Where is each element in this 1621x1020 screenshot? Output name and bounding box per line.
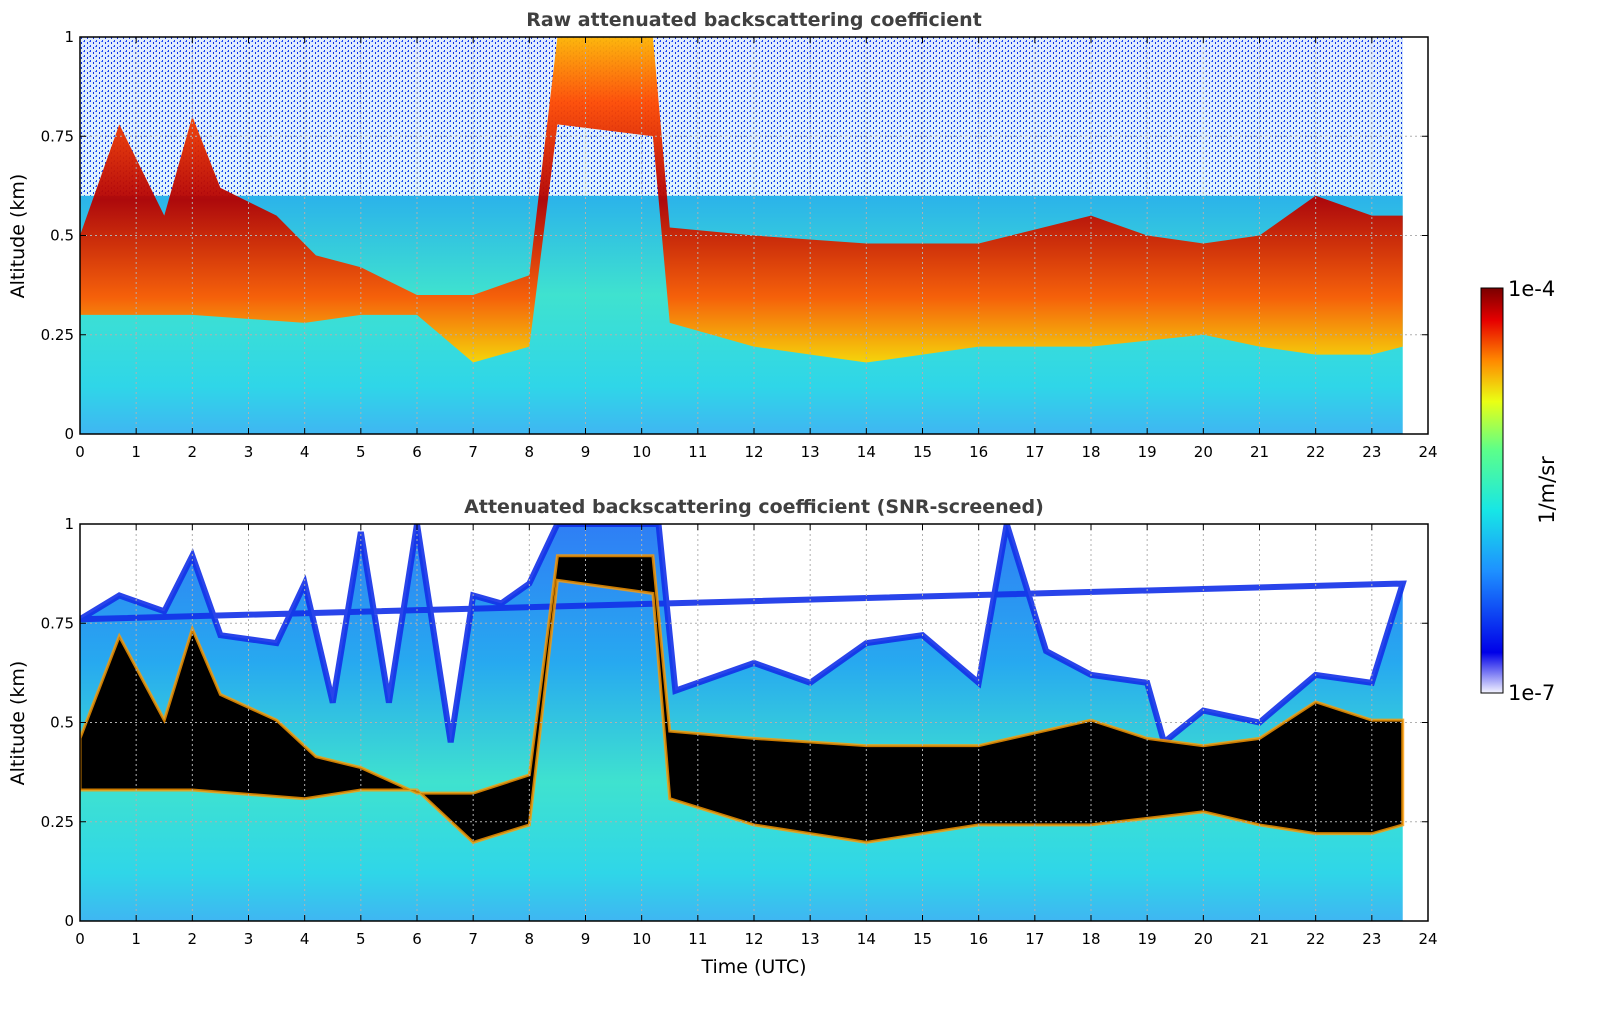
x-tick-label: 17 — [1025, 930, 1044, 948]
x-tick-label: 6 — [412, 930, 422, 948]
x-tick-label: 24 — [1418, 443, 1437, 461]
y-tick-label: 1 — [64, 515, 74, 533]
screened-y-ticks: 0 0.25 0.5 0.75 1 — [41, 515, 1428, 930]
x-tick-label: 21 — [1250, 443, 1269, 461]
y-tick-label: 0.5 — [50, 227, 74, 245]
x-tick-label: 12 — [744, 930, 763, 948]
screened-grid — [80, 524, 1428, 921]
x-tick-label: 15 — [913, 930, 932, 948]
y-tick-label: 0.75 — [41, 127, 74, 145]
panel-screened: Attenuated backscattering coefficient (S… — [7, 496, 1438, 978]
x-tick-label: 2 — [188, 930, 198, 948]
x-tick-label: 2 — [188, 443, 198, 461]
colorbar-gradient — [1480, 287, 1504, 694]
x-tick-label: 19 — [1138, 930, 1157, 948]
x-tick-label: 13 — [801, 930, 820, 948]
x-tick-label: 23 — [1362, 930, 1381, 948]
x-tick-label: 4 — [300, 930, 310, 948]
raw-noise-speckle — [80, 37, 1403, 196]
x-tick-label: 14 — [857, 930, 876, 948]
x-tick-label: 16 — [969, 930, 988, 948]
x-tick-label: 7 — [468, 930, 478, 948]
screened-cloud-layer — [80, 555, 1403, 843]
screened-y-axis-label: Altitude (km) — [7, 661, 29, 786]
y-tick-label: 0.25 — [41, 813, 74, 831]
x-tick-label: 3 — [244, 443, 254, 461]
raw-y-ticks: 0 0.25 0.5 0.75 1 — [41, 28, 1428, 443]
x-tick-label: 5 — [356, 930, 366, 948]
colorbar-unit-label: 1/m/sr — [1535, 456, 1559, 524]
screened-signal-edge — [80, 524, 1407, 748]
x-tick-label: 24 — [1418, 930, 1437, 948]
panel-raw-plot-area — [80, 37, 1428, 434]
x-tick-label: 20 — [1194, 443, 1213, 461]
panel-screened-plot-area — [80, 524, 1428, 921]
colorbar: 1e-4 1e-7 1/m/sr — [1480, 277, 1559, 705]
x-tick-label: 4 — [300, 443, 310, 461]
x-tick-label: 8 — [525, 930, 535, 948]
x-tick-label: 9 — [581, 930, 591, 948]
x-tick-label: 22 — [1306, 443, 1325, 461]
x-tick-label: 10 — [632, 930, 651, 948]
panel-screened-title: Attenuated backscattering coefficient (S… — [464, 496, 1044, 518]
x-tick-label: 13 — [801, 443, 820, 461]
y-tick-label: 0.25 — [41, 326, 74, 344]
y-tick-label: 0 — [64, 912, 74, 930]
screened-x-ticks: 0 1 2 3 4 5 6 7 8 9 10 11 12 13 14 15 16 17 18 19 20 21 22 23 24 — [75, 524, 1438, 948]
panel-raw: Raw attenuated backscattering coefficien… — [7, 9, 1438, 461]
x-tick-label: 11 — [688, 930, 707, 948]
colorbar-min-label: 1e-7 — [1508, 681, 1555, 705]
x-tick-label: 19 — [1138, 443, 1157, 461]
x-tick-label: 18 — [1081, 930, 1100, 948]
x-tick-label: 18 — [1081, 443, 1100, 461]
x-tick-label: 10 — [632, 443, 651, 461]
x-tick-label: 0 — [75, 930, 85, 948]
panel-raw-title: Raw attenuated backscattering coefficien… — [526, 9, 982, 31]
x-tick-label: 7 — [468, 443, 478, 461]
x-tick-label: 5 — [356, 443, 366, 461]
y-tick-label: 0 — [64, 425, 74, 443]
x-tick-label: 11 — [688, 443, 707, 461]
raw-y-axis-label: Altitude (km) — [7, 174, 29, 299]
x-tick-label: 1 — [131, 443, 141, 461]
x-axis-label: Time (UTC) — [700, 956, 806, 978]
x-tick-label: 6 — [412, 443, 422, 461]
x-tick-label: 21 — [1250, 930, 1269, 948]
x-tick-label: 12 — [744, 443, 763, 461]
x-tick-label: 8 — [525, 443, 535, 461]
x-tick-label: 22 — [1306, 930, 1325, 948]
x-tick-label: 15 — [913, 443, 932, 461]
x-tick-label: 20 — [1194, 930, 1213, 948]
x-tick-label: 9 — [581, 443, 591, 461]
colorbar-max-label: 1e-4 — [1508, 277, 1555, 301]
x-tick-label: 0 — [75, 443, 85, 461]
raw-cloud-layer — [80, 37, 1403, 363]
raw-grid — [80, 37, 1428, 434]
y-tick-label: 1 — [64, 28, 74, 46]
raw-x-ticks: 0 1 2 3 4 5 6 7 8 9 10 11 12 13 14 15 16 17 18 19 20 21 22 23 24 — [75, 37, 1438, 461]
y-tick-label: 0.75 — [41, 614, 74, 632]
x-tick-label: 23 — [1362, 443, 1381, 461]
x-tick-label: 3 — [244, 930, 254, 948]
x-tick-label: 1 — [131, 930, 141, 948]
screened-cloud-halo — [80, 554, 1405, 845]
x-tick-label: 14 — [857, 443, 876, 461]
x-tick-label: 17 — [1025, 443, 1044, 461]
x-tick-label: 16 — [969, 443, 988, 461]
y-tick-label: 0.5 — [50, 714, 74, 732]
